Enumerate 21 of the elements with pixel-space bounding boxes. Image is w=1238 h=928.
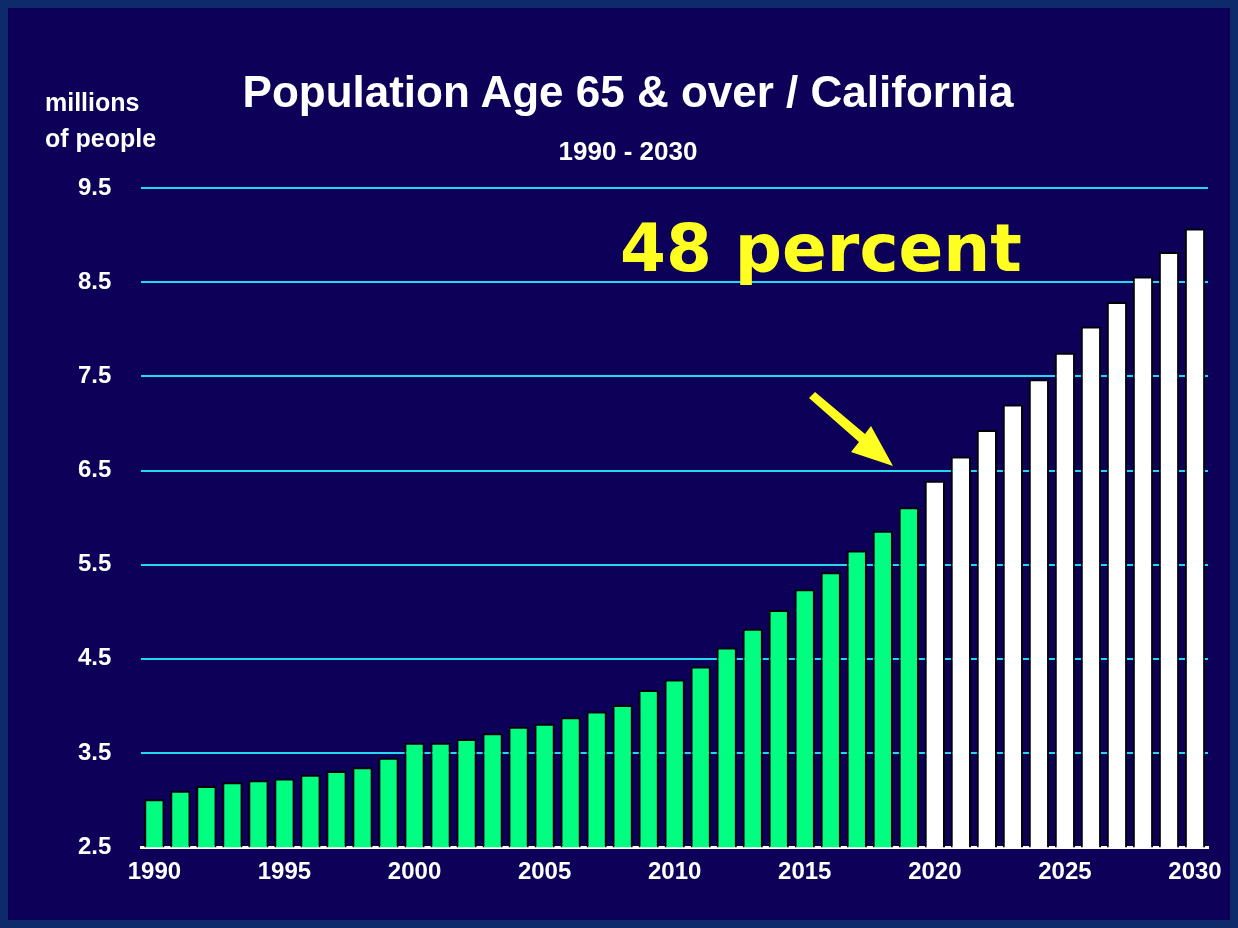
x-tick-label: 2030: [1168, 857, 1222, 885]
y-tick-label: 9.5: [77, 172, 112, 200]
y-tick-label: 8.5: [77, 266, 112, 294]
x-tick-label: 2010: [647, 857, 702, 885]
y-tick-label: 7.5: [77, 360, 112, 388]
x-tick-label: 2025: [1038, 857, 1092, 885]
y-tick-label: 5.5: [77, 549, 112, 577]
x-tick-label: 2020: [908, 857, 962, 885]
x-tick-label: 2015: [778, 857, 832, 885]
x-tick-label: 1995: [257, 857, 312, 885]
y-tick-label: 4.5: [77, 643, 112, 671]
chart-subtitle: 1990 - 2030: [558, 135, 698, 166]
annotation: 48 percent: [620, 210, 1022, 287]
x-tick-label: 1990: [127, 857, 182, 885]
chart-title: Population Age 65 & over / California: [242, 66, 1014, 116]
x-tick-label: 2000: [387, 857, 442, 885]
y-axis-title: millions of people: [45, 87, 157, 154]
x-tick-label: 2005: [517, 857, 572, 885]
y-tick-label: 3.5: [77, 737, 112, 765]
y-tick-label: 6.5: [77, 455, 112, 483]
y-tick-label: 2.5: [77, 831, 112, 859]
